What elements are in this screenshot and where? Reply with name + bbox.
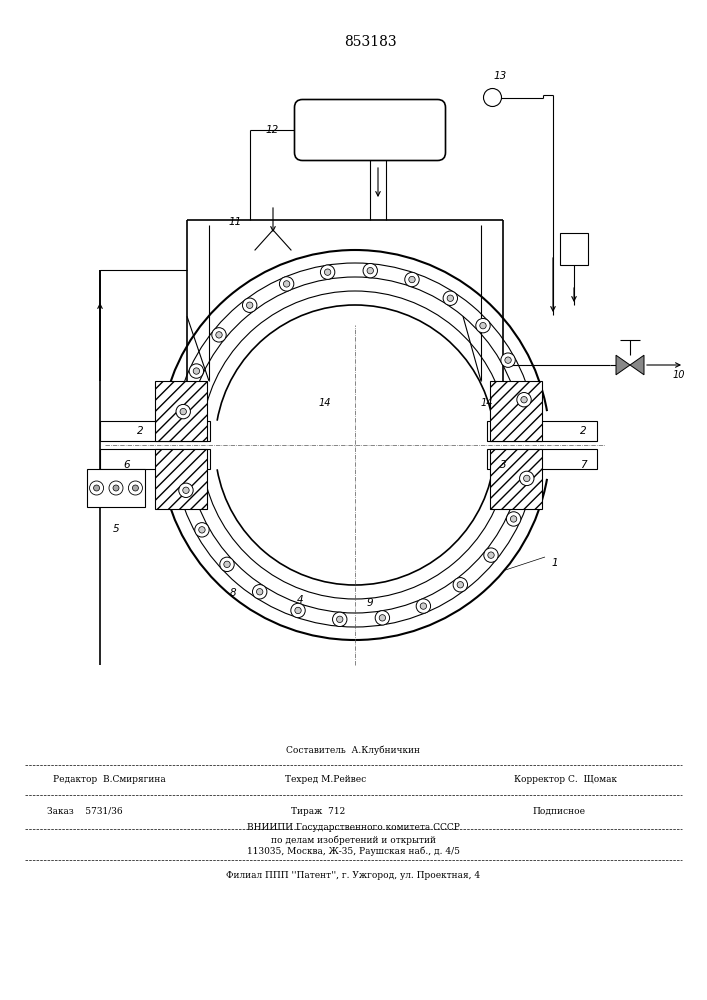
Text: 6: 6 [124,460,130,470]
Circle shape [484,89,501,107]
Circle shape [183,487,189,493]
Circle shape [90,481,103,495]
Text: 2: 2 [136,426,144,436]
Circle shape [332,612,347,627]
Bar [487,449,597,469]
Circle shape [476,318,490,333]
Text: 12: 12 [266,125,279,135]
Circle shape [252,585,267,599]
Circle shape [510,516,517,522]
Circle shape [501,353,515,367]
Text: Техред М.Рейвес: Техред М.Рейвес [285,776,366,784]
Circle shape [176,404,190,419]
Circle shape [113,485,119,491]
Text: Редактор  В.Смирягина: Редактор В.Смирягина [53,776,166,784]
Text: 3: 3 [500,460,506,470]
Circle shape [279,277,294,291]
Text: 11: 11 [228,217,242,227]
Text: 1: 1 [551,558,559,568]
Circle shape [284,281,290,287]
Circle shape [109,481,123,495]
FancyBboxPatch shape [295,100,445,160]
Text: Заказ    5731/36: Заказ 5731/36 [47,806,122,816]
Text: 9: 9 [367,598,373,608]
Circle shape [180,408,187,415]
Text: 8: 8 [230,588,236,598]
Text: 13: 13 [494,71,507,81]
Text: 14: 14 [481,398,493,408]
Polygon shape [616,355,630,375]
Text: Составитель  А.Клубничкин: Составитель А.Клубничкин [286,745,421,755]
Circle shape [488,552,494,558]
Text: 5: 5 [112,524,119,534]
Bar [155,449,207,509]
Circle shape [243,298,257,312]
Text: 4: 4 [297,595,303,605]
Bar [490,381,542,441]
Circle shape [405,272,419,287]
Polygon shape [630,355,644,375]
Circle shape [337,616,343,623]
Text: 2: 2 [580,426,586,436]
Circle shape [247,302,253,308]
Bar [100,449,210,469]
Circle shape [379,615,385,621]
Circle shape [367,267,373,274]
Bar [100,421,210,441]
Circle shape [521,397,527,403]
Circle shape [420,603,426,609]
Text: 7: 7 [580,460,586,470]
Circle shape [194,523,209,537]
Circle shape [453,578,467,592]
Bar [560,233,588,265]
Bar [155,381,207,441]
Circle shape [505,357,511,363]
Circle shape [189,364,204,378]
Circle shape [363,263,378,278]
Text: Корректор С.  Щомак: Корректор С. Щомак [514,776,617,784]
Circle shape [506,512,521,526]
Text: Филиал ППП ''Патент'', г. Ужгород, ул. Проектная, 4: Филиал ППП ''Патент'', г. Ужгород, ул. П… [226,870,481,880]
Circle shape [216,332,222,338]
Circle shape [129,481,142,495]
Circle shape [325,269,331,275]
Circle shape [93,485,100,491]
Circle shape [193,368,199,374]
Text: Подписное: Подписное [532,806,585,816]
Text: ВНИИПИ Государственного комитета СССР: ВНИИПИ Государственного комитета СССР [247,822,460,832]
Circle shape [375,611,390,625]
Circle shape [212,328,226,342]
Circle shape [447,295,453,301]
Circle shape [257,589,263,595]
Circle shape [457,582,464,588]
Circle shape [291,603,305,618]
Bar [487,421,597,441]
Text: по делам изобретений и открытий: по делам изобретений и открытий [271,835,436,845]
Circle shape [443,291,457,305]
Text: 113035, Москва, Ж-35, Раушская наб., д. 4/5: 113035, Москва, Ж-35, Раушская наб., д. … [247,846,460,856]
Circle shape [320,265,335,279]
Text: 14: 14 [319,398,332,408]
Circle shape [484,548,498,562]
Circle shape [220,557,234,572]
Circle shape [132,485,139,491]
Bar [87,469,145,507]
Circle shape [480,322,486,329]
Circle shape [524,475,530,482]
Text: 853183: 853183 [344,35,397,49]
Bar [490,449,542,509]
Circle shape [409,276,415,283]
Circle shape [295,607,301,614]
Circle shape [517,393,531,407]
Text: Тираж  712: Тираж 712 [291,806,345,816]
Circle shape [199,527,205,533]
Text: 10: 10 [673,370,685,380]
Circle shape [179,483,193,497]
Circle shape [416,599,431,613]
Circle shape [520,471,534,486]
Circle shape [224,561,230,568]
